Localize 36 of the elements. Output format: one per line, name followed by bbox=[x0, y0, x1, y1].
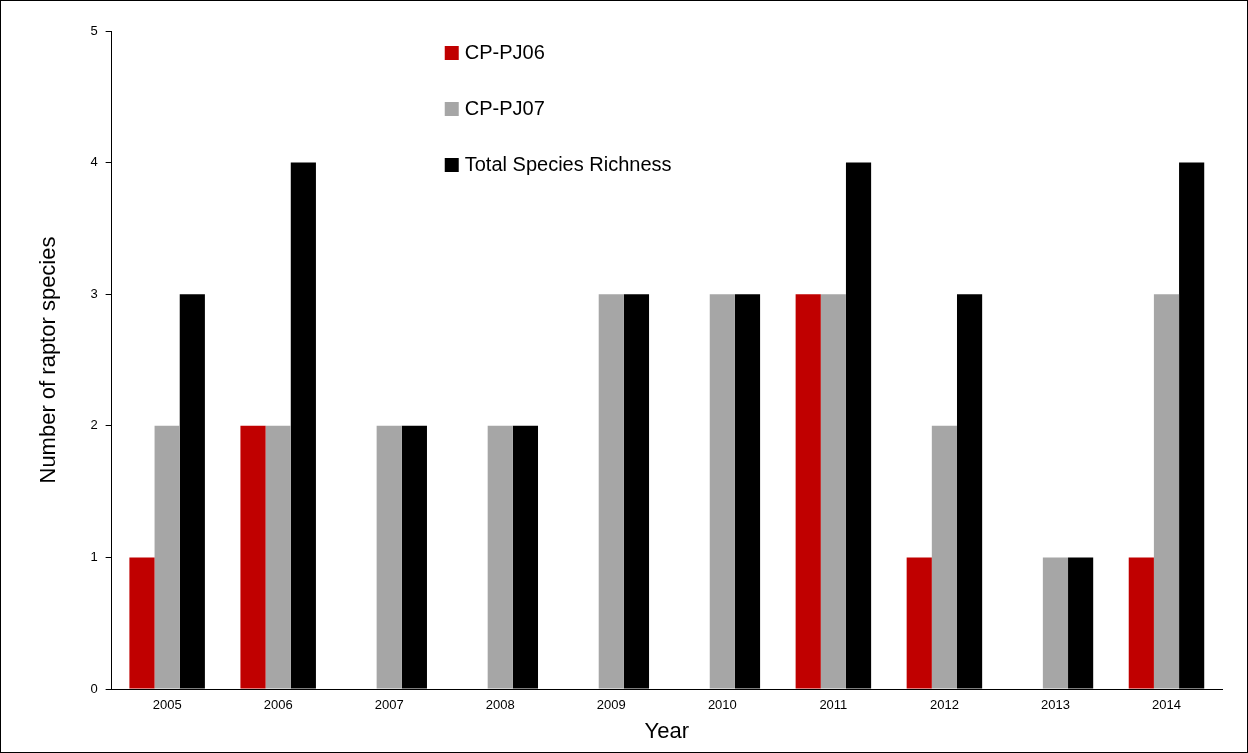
bar bbox=[598, 294, 624, 689]
bar bbox=[265, 425, 291, 689]
legend-label: Total Species Richness bbox=[464, 152, 672, 175]
y-tick-label: 0 bbox=[90, 680, 98, 696]
x-tick-label: 2008 bbox=[485, 697, 515, 713]
y-tick-label: 4 bbox=[90, 154, 98, 170]
x-tick-label: 2006 bbox=[263, 697, 293, 713]
x-tick-label: 2010 bbox=[707, 697, 737, 713]
bar bbox=[820, 294, 846, 689]
bar bbox=[906, 557, 932, 689]
bar bbox=[487, 425, 513, 689]
x-tick-label: 2009 bbox=[596, 697, 626, 713]
x-tick-label: 2007 bbox=[374, 697, 404, 713]
bar bbox=[931, 425, 957, 689]
legend-label: CP-PJ06 bbox=[464, 40, 545, 63]
y-tick-label: 1 bbox=[90, 548, 98, 564]
x-tick-label: 2011 bbox=[819, 697, 848, 713]
x-tick-label: 2014 bbox=[1152, 697, 1181, 713]
bar bbox=[376, 425, 402, 689]
y-tick-label: 5 bbox=[90, 22, 98, 38]
x-axis-title: Year bbox=[644, 717, 690, 743]
bar bbox=[1042, 557, 1069, 689]
bar bbox=[129, 557, 155, 689]
bar bbox=[154, 425, 180, 689]
bar bbox=[1153, 294, 1180, 689]
bar bbox=[1128, 557, 1154, 689]
bar bbox=[709, 294, 735, 689]
x-tick-label: 2012 bbox=[929, 697, 959, 713]
y-tick-label: 3 bbox=[90, 285, 98, 301]
x-tick-label: 2013 bbox=[1040, 697, 1070, 713]
y-tick-label: 2 bbox=[90, 417, 98, 433]
y-axis-title: Number of raptor species bbox=[35, 236, 61, 484]
bar bbox=[240, 425, 266, 689]
x-tick-label: 2005 bbox=[152, 697, 182, 713]
bar bbox=[795, 294, 821, 689]
legend-label: CP-PJ07 bbox=[464, 96, 545, 119]
